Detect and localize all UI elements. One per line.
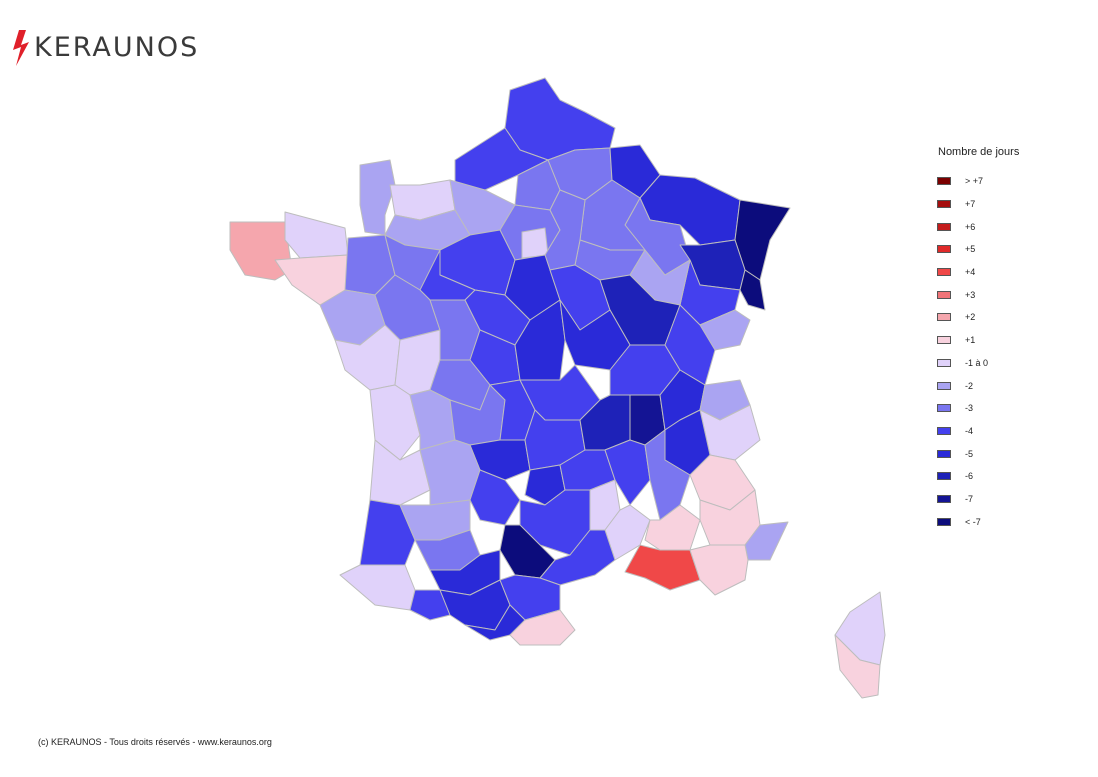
legend-item: -2 <box>930 374 1070 397</box>
legend-swatch <box>937 404 951 413</box>
legend-swatch <box>937 222 951 231</box>
legend-label: -6 <box>965 471 974 482</box>
legend-label: -1 à 0 <box>965 357 989 368</box>
legend-item: +5 <box>930 238 1070 261</box>
region-drome <box>644 429 691 521</box>
legend-swatch <box>937 290 951 299</box>
region-vaucluse <box>644 504 701 551</box>
legend-item: -3 <box>930 397 1070 420</box>
legend-swatch <box>937 449 951 458</box>
legend-swatch <box>937 177 951 186</box>
lightning-bolt-icon <box>13 30 29 66</box>
region-cotes-armor <box>284 211 349 259</box>
legend-label: -4 <box>965 425 974 436</box>
legend-label: +4 <box>965 267 976 278</box>
region-var <box>689 544 749 596</box>
legend-label: +2 <box>965 312 976 323</box>
legend-label: -2 <box>965 380 974 391</box>
copyright-footer: (c) KERAUNOS - Tous droits réservés - ww… <box>38 737 272 747</box>
legend-item: +6 <box>930 215 1070 238</box>
legend-label: < -7 <box>965 516 981 527</box>
legend-item: -6 <box>930 465 1070 488</box>
legend-swatch <box>937 426 951 435</box>
legend-item: < -7 <box>930 510 1070 533</box>
legend-item: -7 <box>930 488 1070 511</box>
legend-label: +5 <box>965 244 976 255</box>
legend-swatch <box>937 494 951 503</box>
legend-item: -5 <box>930 442 1070 465</box>
region-landes <box>359 499 416 566</box>
legend-label: +7 <box>965 199 976 210</box>
region-charente <box>409 389 456 451</box>
region-bouches-du-rhone <box>624 544 701 591</box>
region-pyrenees-atlantiques <box>339 564 416 611</box>
keraunos-logo: KERAUNOS <box>10 28 199 68</box>
legend-label: +3 <box>965 289 976 300</box>
legend-item: +1 <box>930 329 1070 352</box>
region-haut-rhin <box>739 269 766 311</box>
legend-label: +6 <box>965 221 976 232</box>
region-territoire <box>699 309 751 351</box>
region-lot <box>469 469 521 526</box>
legend-swatch <box>937 472 951 481</box>
legend-item: -4 <box>930 420 1070 443</box>
legend-swatch <box>937 268 951 277</box>
legend-item: -1 à 0 <box>930 352 1070 375</box>
legend-items: > +7 +7 +6 +5 +4 +3 +2 +1 -1 à 0 -2 -3 -4 -5 -6 -7 < -7 <box>930 170 1070 533</box>
legend-swatch <box>937 336 951 345</box>
legend-item: > +7 <box>930 170 1070 193</box>
region-paris <box>521 227 549 259</box>
legend-label: -5 <box>965 448 974 459</box>
legend-item: +7 <box>930 193 1070 216</box>
legend-swatch <box>937 358 951 367</box>
legend-swatch <box>937 313 951 322</box>
brand-name: KERAUNOS <box>34 32 200 63</box>
region-manche <box>359 159 396 236</box>
region-dordogne <box>419 439 481 506</box>
legend-title: Nombre de jours <box>938 146 1020 158</box>
legend: Nombre de jours > +7 +7 +6 +5 +4 +3 +2 +1 -1 à 0… <box>930 146 1070 533</box>
region-nord <box>504 77 616 161</box>
legend-item: +4 <box>930 261 1070 284</box>
region-pyrenees-orientales <box>509 609 576 646</box>
legend-item: +3 <box>930 283 1070 306</box>
legend-label: -3 <box>965 403 974 414</box>
legend-swatch <box>937 245 951 254</box>
legend-item: +2 <box>930 306 1070 329</box>
legend-swatch <box>937 517 951 526</box>
region-corse-du-sud <box>834 634 881 699</box>
legend-label: > +7 <box>965 176 984 187</box>
legend-label: -7 <box>965 493 974 504</box>
legend-label: +1 <box>965 335 976 346</box>
legend-swatch <box>937 200 951 209</box>
legend-swatch <box>937 381 951 390</box>
